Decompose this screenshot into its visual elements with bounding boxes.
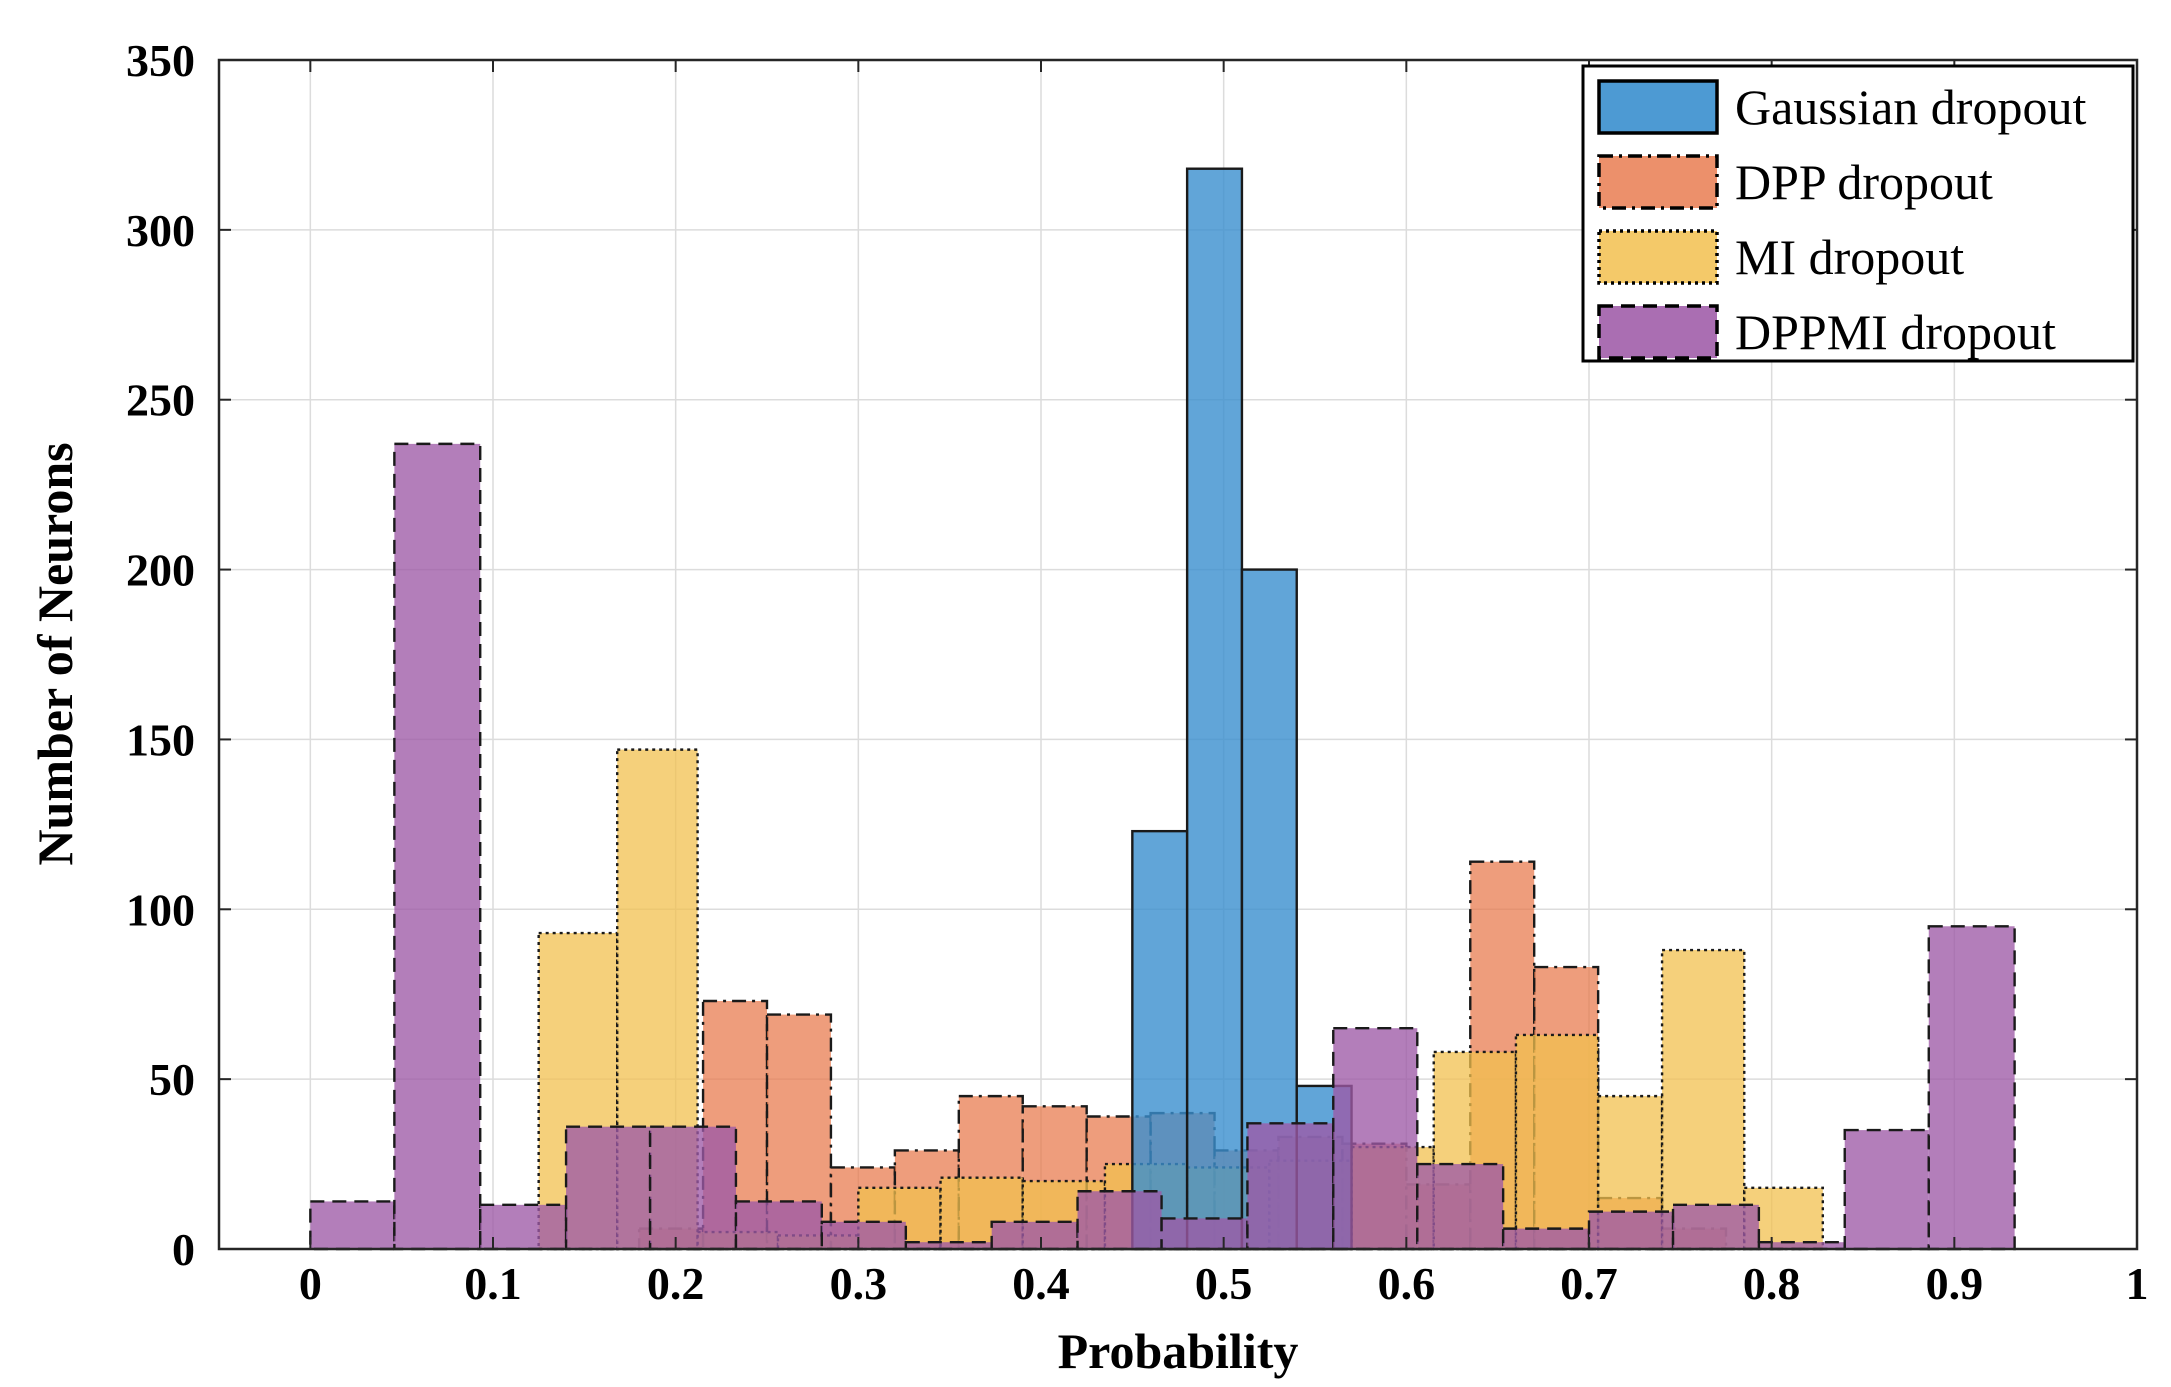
histogram-bar bbox=[1246, 1122, 1335, 1251]
legend-label: DPP dropout bbox=[1735, 154, 1993, 210]
x-axis-label: Probability bbox=[1058, 1323, 1299, 1379]
legend: Gaussian dropout DPP dropout MI dropout DPP… bbox=[1581, 64, 2135, 363]
y-tick-label: 350 bbox=[126, 35, 195, 86]
histogram-bar bbox=[1843, 1128, 1930, 1251]
plot-frame bbox=[217, 58, 2139, 1251]
y-axis-label: Number of Neurons bbox=[27, 442, 83, 865]
legend-label: Gaussian dropout bbox=[1735, 79, 2086, 135]
histogram-bar bbox=[309, 1200, 396, 1251]
legend-label: MI dropout bbox=[1735, 229, 1964, 285]
y-tick-label: 150 bbox=[126, 714, 195, 765]
histogram-bar bbox=[1587, 1210, 1675, 1251]
y-tick-label: 300 bbox=[126, 205, 195, 256]
legend-swatch bbox=[1597, 154, 1719, 210]
x-tick-label: 0.1 bbox=[464, 1258, 522, 1309]
histogram-bar bbox=[393, 442, 482, 1251]
x-tick-label: 0 bbox=[299, 1258, 322, 1309]
y-tick-label: 200 bbox=[126, 545, 195, 596]
x-tick-label: 0.2 bbox=[647, 1258, 705, 1309]
histogram-bar bbox=[1076, 1190, 1163, 1251]
histogram-bar bbox=[1185, 167, 1244, 1251]
histogram-bar bbox=[1501, 1227, 1591, 1251]
x-tick-label: 0.9 bbox=[1926, 1258, 1984, 1309]
histogram-bar bbox=[479, 1203, 568, 1251]
histogram-bar bbox=[1131, 829, 1189, 1251]
histogram-bar bbox=[1332, 1026, 1419, 1251]
x-tick-label: 0.5 bbox=[1195, 1258, 1253, 1309]
histogram-bar bbox=[1160, 1217, 1249, 1251]
histogram-bar bbox=[990, 1220, 1079, 1251]
y-tick-label: 50 bbox=[149, 1054, 195, 1105]
legend-label: DPPMI dropout bbox=[1735, 304, 2056, 360]
histogram-bar bbox=[1416, 1162, 1505, 1251]
x-tick-label: 0.6 bbox=[1378, 1258, 1436, 1309]
x-tick-label: 0.7 bbox=[1560, 1258, 1618, 1309]
legend-swatch bbox=[1597, 229, 1719, 285]
histogram-bar bbox=[1671, 1203, 1761, 1251]
histogram-bars bbox=[309, 167, 2016, 1251]
y-tick-label: 0 bbox=[172, 1224, 195, 1275]
x-tick-label: 0.3 bbox=[830, 1258, 888, 1309]
histogram-bar bbox=[1514, 1033, 1600, 1251]
x-tick-label: 1 bbox=[2126, 1258, 2149, 1309]
legend-swatch bbox=[1597, 304, 1719, 360]
histogram-bar bbox=[648, 1125, 738, 1251]
histogram-bar bbox=[820, 1220, 908, 1251]
histogram-bar bbox=[734, 1200, 823, 1251]
y-tick-label: 250 bbox=[126, 375, 195, 426]
x-tick-label: 0.8 bbox=[1743, 1258, 1801, 1309]
legend-swatch bbox=[1597, 79, 1719, 135]
histogram-bar bbox=[1927, 925, 2016, 1251]
x-tick-label: 0.4 bbox=[1012, 1258, 1070, 1309]
axis-ticks: 0 0.1 0.2 0.3 0.4 0.5 0.6 0.7 0.8 0.9 1 0 50 100 150 20… bbox=[126, 35, 2149, 1309]
y-tick-label: 100 bbox=[126, 884, 195, 935]
histogram-bar bbox=[564, 1125, 652, 1251]
